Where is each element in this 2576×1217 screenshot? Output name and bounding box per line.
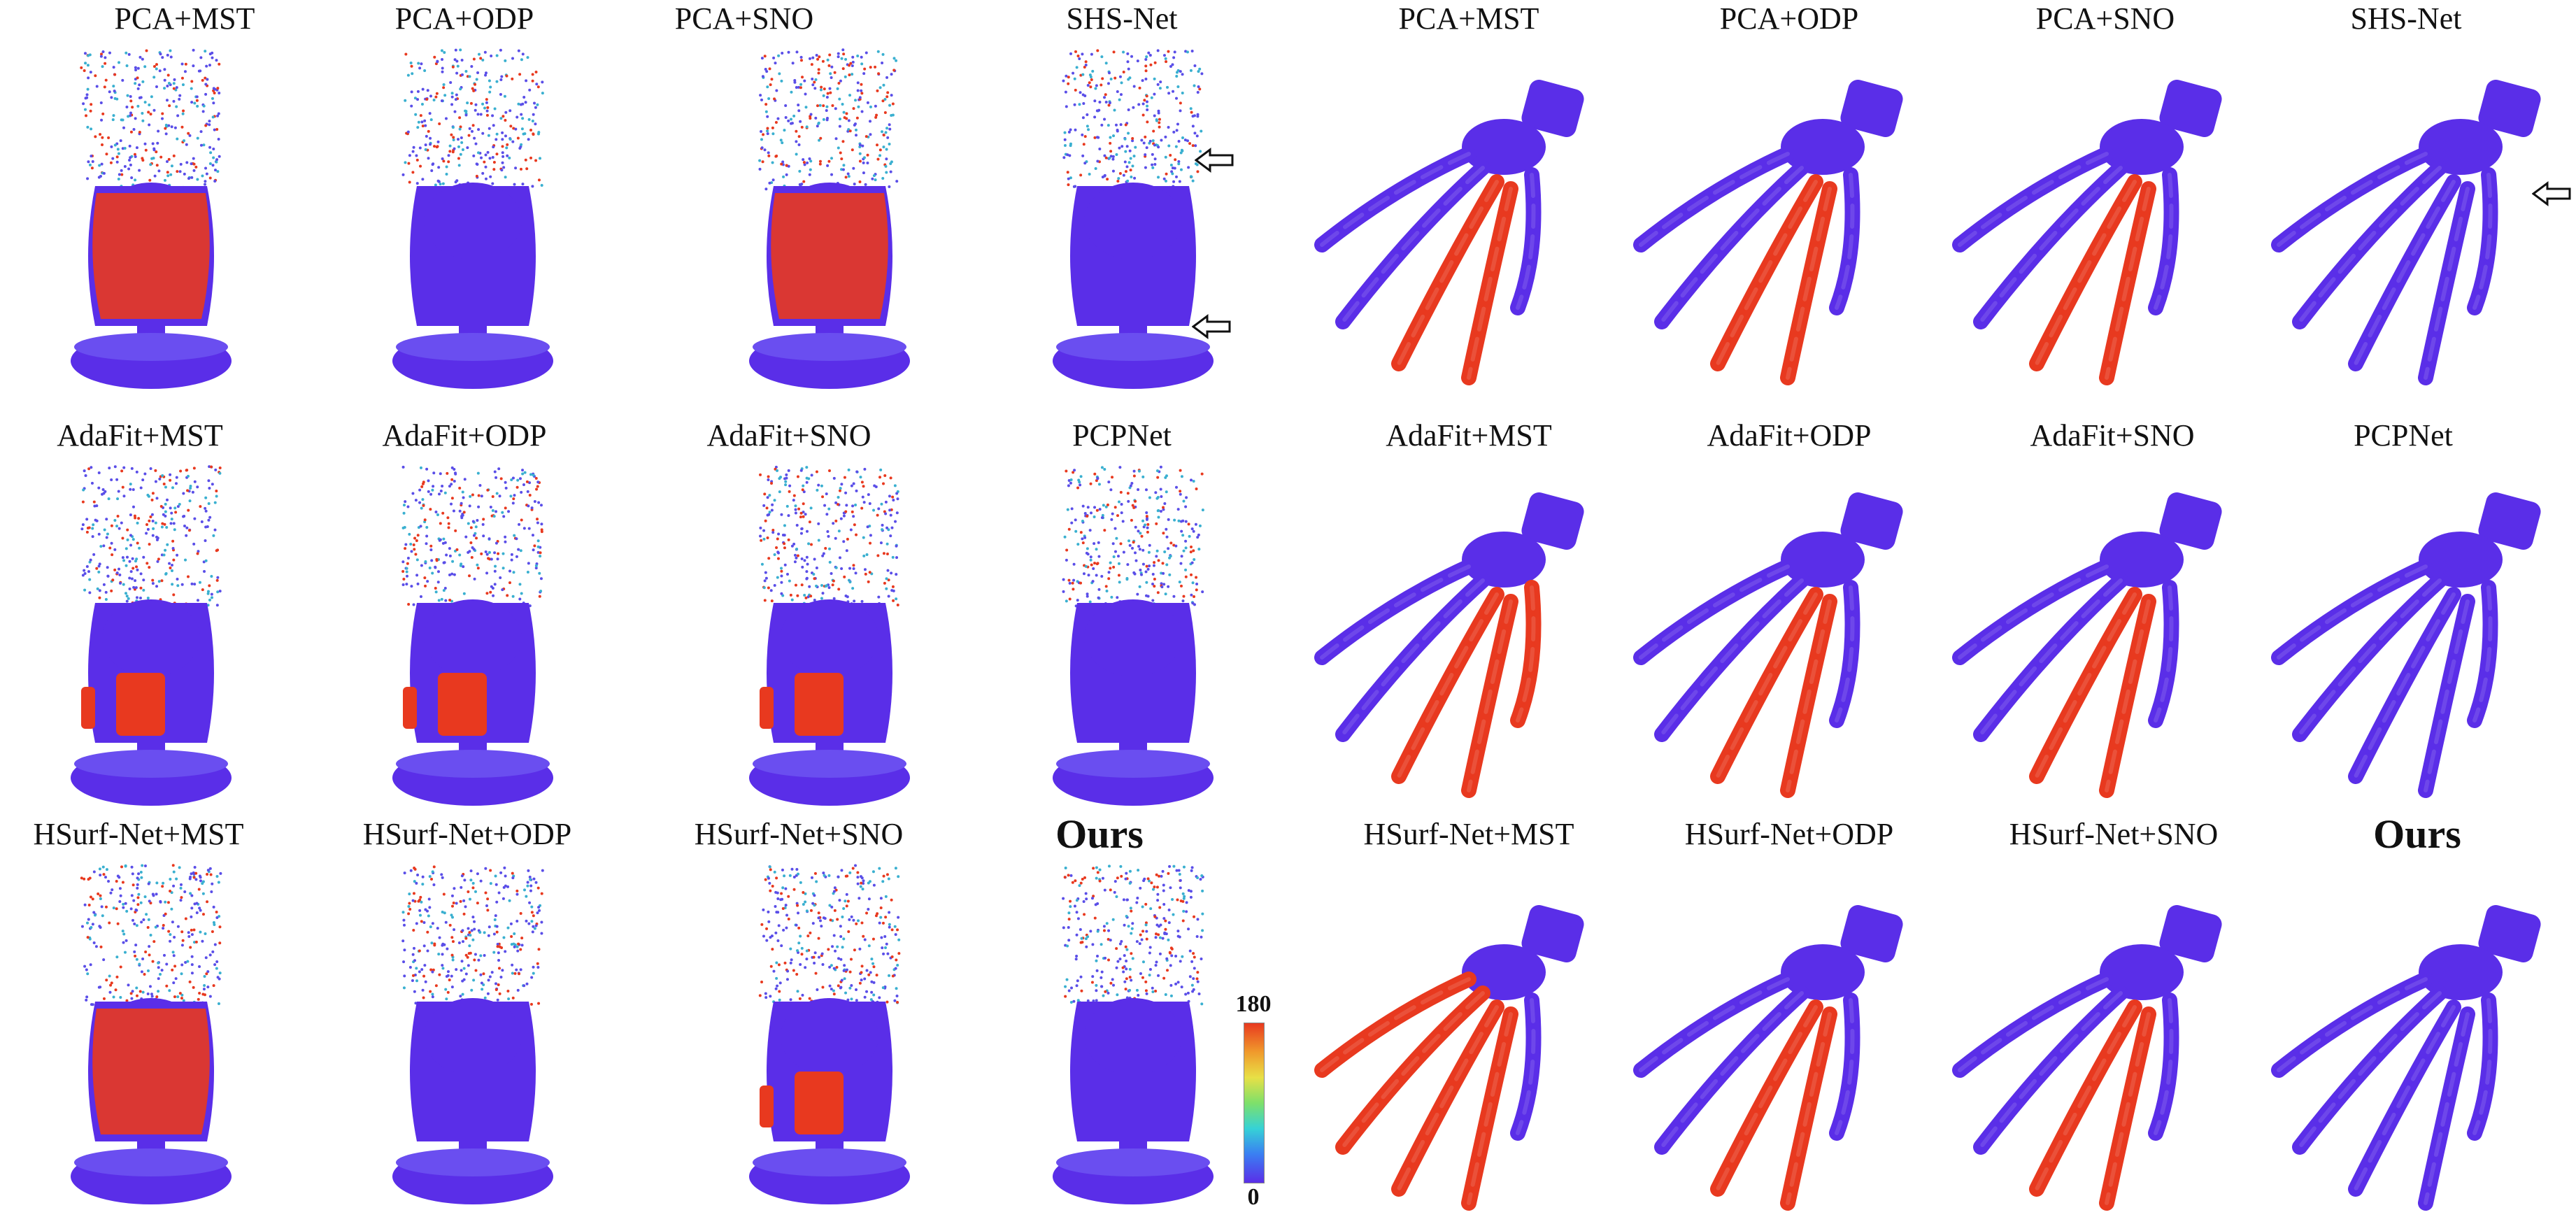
label-left-r1-c4: SHS-Net <box>1066 1 1178 36</box>
render-panel <box>67 46 235 396</box>
colorbar-min-label: 0 <box>1247 1184 1260 1210</box>
render-panel <box>1946 483 2254 804</box>
render-panel <box>746 463 913 813</box>
label-left-r3-c3: HSurf-Net+SNO <box>694 817 904 851</box>
label-right-r3-c3: HSurf-Net+SNO <box>2009 817 2219 851</box>
label-left-r3-c4: Ours <box>1055 811 1144 857</box>
label-right-r3-c4: Ours <box>2373 811 2461 857</box>
render-panel <box>1049 862 1217 1211</box>
render-panel <box>67 862 235 1211</box>
label-left-r2-c4: PCPNet <box>1072 418 1172 453</box>
render-panel <box>1049 46 1217 396</box>
render-panel <box>389 463 557 813</box>
label-right-r1-c4: SHS-Net <box>2350 1 2462 36</box>
render-panel <box>1627 70 1935 392</box>
render-panel <box>1308 895 1616 1217</box>
label-left-r1-c2: PCA+ODP <box>394 1 534 36</box>
label-left-r2-c2: AdaFit+ODP <box>382 418 547 453</box>
label-left-r2-c1: AdaFit+MST <box>57 418 223 453</box>
label-right-r2-c1: AdaFit+MST <box>1386 418 1552 453</box>
render-panel <box>1627 483 1935 804</box>
label-right-r2-c4: PCPNet <box>2354 418 2453 453</box>
label-left-r2-c3: AdaFit+SNO <box>706 418 871 453</box>
label-right-r1-c2: PCA+ODP <box>1719 1 1859 36</box>
render-panel <box>1049 463 1217 813</box>
label-left-r3-c1: HSurf-Net+MST <box>33 817 244 851</box>
label-left-r1-c1: PCA+MST <box>114 1 255 36</box>
render-panel <box>2265 483 2573 804</box>
render-panel <box>1308 70 1616 392</box>
render-panel <box>2265 70 2573 392</box>
label-right-r1-c1: PCA+MST <box>1398 1 1539 36</box>
arrow-icon <box>1195 148 1234 173</box>
render-panel <box>1308 483 1616 804</box>
arrow-icon <box>2532 181 2571 206</box>
render-panel <box>1627 895 1935 1217</box>
label-right-r2-c2: AdaFit+ODP <box>1707 418 1872 453</box>
colorbar <box>1244 1023 1265 1183</box>
label-right-r1-c3: PCA+SNO <box>2035 1 2175 36</box>
render-panel <box>746 862 913 1211</box>
render-panel <box>389 46 557 396</box>
label-left-r1-c3: PCA+SNO <box>674 1 814 36</box>
render-panel <box>1946 70 2254 392</box>
render-panel <box>67 463 235 813</box>
arrow-icon <box>1192 314 1231 339</box>
label-right-r2-c3: AdaFit+SNO <box>2030 418 2195 453</box>
render-panel <box>389 862 557 1211</box>
label-right-r3-c1: HSurf-Net+MST <box>1363 817 1574 851</box>
render-panel <box>1946 895 2254 1217</box>
render-panel <box>2265 895 2573 1217</box>
colorbar-max-label: 180 <box>1235 991 1272 1017</box>
label-right-r3-c2: HSurf-Net+ODP <box>1684 817 1894 851</box>
render-panel <box>746 46 913 396</box>
label-left-r3-c2: HSurf-Net+ODP <box>362 817 572 851</box>
